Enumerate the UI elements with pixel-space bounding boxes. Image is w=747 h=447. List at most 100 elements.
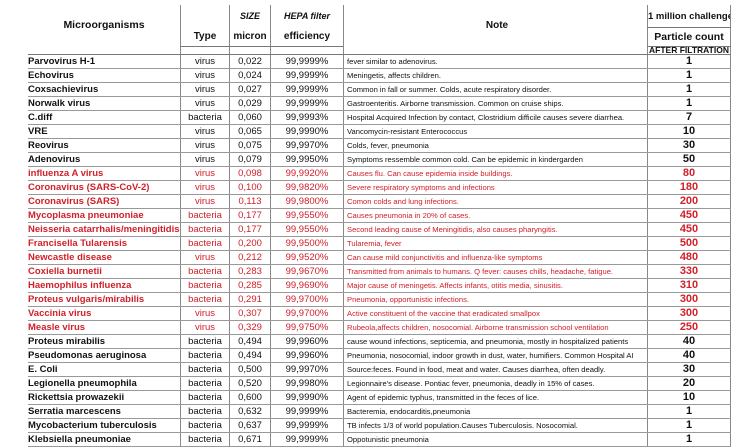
particle-count: 7 <box>647 110 731 125</box>
organism-note: Major cause of meningetis. Affects infan… <box>343 278 648 293</box>
hepa-efficiency: 99,9700% <box>270 306 344 321</box>
organism-name: Coxiella burnetii <box>28 264 181 279</box>
hepa-efficiency: 99,9670% <box>270 264 344 279</box>
particle-count: 1 <box>647 54 731 69</box>
organism-note: Active constituent of the vaccine that e… <box>343 306 648 321</box>
organism-size: 0,285 <box>229 278 271 293</box>
organism-size: 0,060 <box>229 110 271 125</box>
organism-name: Rickettsia prowazekii <box>28 390 181 405</box>
organism-name: Francisella Tularensis <box>28 236 181 251</box>
particle-count: 50 <box>647 152 731 167</box>
header-microorganisms: Microorganisms <box>63 19 145 32</box>
organism-note: Oppotunistic pneumonia <box>343 432 648 447</box>
organism-type: virus <box>180 138 230 153</box>
hepa-efficiency: 99,9990% <box>270 124 344 139</box>
table-row: Proteus mirabilis bacteria 0,494 99,9960% ca… <box>28 334 731 349</box>
organism-type: virus <box>180 250 230 265</box>
organism-size: 0,494 <box>229 334 271 349</box>
organism-name: Pseudomonas aeruginosa <box>28 348 181 363</box>
organism-name: Reovirus <box>28 138 181 153</box>
organism-type: bacteria <box>180 222 230 237</box>
particle-count: 40 <box>647 348 731 363</box>
organism-note: Pneumonia, opportunistic infections. <box>343 292 648 307</box>
header-efficiency: efficiency <box>270 27 344 47</box>
organism-type: bacteria <box>180 236 230 251</box>
hepa-efficiency: 99,9999% <box>270 404 344 419</box>
table-row: Serratia marcescens bacteria 0,632 99,9999%… <box>28 404 731 419</box>
hepa-efficiency: 99,9750% <box>270 320 344 335</box>
particle-count: 30 <box>647 138 731 153</box>
organism-type: bacteria <box>180 110 230 125</box>
organism-name: Neisseria catarrhalis/meningitidis <box>28 222 181 237</box>
hepa-efficiency: 99,9999% <box>270 432 344 447</box>
table-row: VRE virus 0,065 99,9990% Vancomycin-resistan… <box>28 124 731 139</box>
header-challenge: 1 million challenge <box>647 5 731 28</box>
organism-type: virus <box>180 194 230 209</box>
header-hepa: HEPA filter <box>270 5 344 28</box>
organism-type: virus <box>180 152 230 167</box>
header-type: Type <box>180 27 230 47</box>
organism-name: Mycoplasma pneumoniae <box>28 208 181 223</box>
hepa-efficiency: 99,9993% <box>270 110 344 125</box>
organism-name: Proteus vulgaris/mirabilis <box>28 292 181 307</box>
organism-name: Adenovirus <box>28 152 181 167</box>
organism-type: bacteria <box>180 390 230 405</box>
organism-name: Coxsachievirus <box>28 82 181 97</box>
particle-count: 250 <box>647 320 731 335</box>
filtration-table: Microorganisms SIZE HEPA filter Note 1 m… <box>28 5 731 447</box>
organism-size: 0,100 <box>229 180 271 195</box>
table-row: Coxsachievirus virus 0,027 99,9999% Common i… <box>28 82 731 97</box>
organism-name: Measle virus <box>28 320 181 335</box>
organism-size: 0,075 <box>229 138 271 153</box>
hepa-efficiency: 99,9999% <box>270 54 344 69</box>
organism-size: 0,113 <box>229 194 271 209</box>
table-row: Newcastle disease virus 0,212 99,9520% Can c… <box>28 250 731 265</box>
organism-size: 0,632 <box>229 404 271 419</box>
hepa-efficiency: 99,9990% <box>270 390 344 405</box>
organism-name: Proteus mirabilis <box>28 334 181 349</box>
particle-count: 1 <box>647 404 731 419</box>
organism-size: 0,600 <box>229 390 271 405</box>
table-row: Norwalk virus virus 0,029 99,9999% Gastroent… <box>28 96 731 111</box>
organism-name: Norwalk virus <box>28 96 181 111</box>
hepa-efficiency: 99,9960% <box>270 348 344 363</box>
header-micron: micron <box>229 27 271 47</box>
particle-count: 300 <box>647 292 731 307</box>
organism-type: bacteria <box>180 432 230 447</box>
particle-count: 200 <box>647 194 731 209</box>
particle-count: 1 <box>647 96 731 111</box>
table-row: Coronavirus (SARS-CoV-2) virus 0,100 99,982… <box>28 180 731 195</box>
organism-size: 0,520 <box>229 376 271 391</box>
organism-type: virus <box>180 320 230 335</box>
particle-count: 40 <box>647 334 731 349</box>
particle-count: 1 <box>647 418 731 433</box>
organism-size: 0,098 <box>229 166 271 181</box>
organism-note: Comon colds and lung infections. <box>343 194 648 209</box>
hepa-efficiency: 99,9960% <box>270 334 344 349</box>
organism-size: 0,291 <box>229 292 271 307</box>
header-note: Note <box>343 5 648 47</box>
organism-size: 0,671 <box>229 432 271 447</box>
organism-note: Can cause mild conjunctivitis and influe… <box>343 250 648 265</box>
hepa-efficiency: 99,9550% <box>270 222 344 237</box>
organism-note: Tularemia, fever <box>343 236 648 251</box>
organism-note: Legionnaire's disease. Pontiac fever, pn… <box>343 376 648 391</box>
organism-size: 0,283 <box>229 264 271 279</box>
organism-name: Klebsiella pneumoniae <box>28 432 181 447</box>
particle-count: 480 <box>647 250 731 265</box>
table-row: Coronavirus (SARS) virus 0,113 99,9800% Como… <box>28 194 731 209</box>
organism-name: Coronavirus (SARS-CoV-2) <box>28 180 181 195</box>
organism-size: 0,329 <box>229 320 271 335</box>
organism-type: bacteria <box>180 292 230 307</box>
organism-type: bacteria <box>180 404 230 419</box>
table-row: Adenovirus virus 0,079 99,9950% Symptoms res… <box>28 152 731 167</box>
hepa-efficiency: 99,9500% <box>270 236 344 251</box>
organism-note: fever similar to adenovirus. <box>343 54 648 69</box>
hepa-efficiency: 99,9800% <box>270 194 344 209</box>
table-row: Coxiella burnetii bacteria 0,283 99,9670% Tr… <box>28 264 731 279</box>
organism-note: Gastroenteritis. Airborne transmission. … <box>343 96 648 111</box>
table-row: Rickettsia prowazekii bacteria 0,600 99,999… <box>28 390 731 405</box>
particle-count: 10 <box>647 390 731 405</box>
organism-name: Serratia marcescens <box>28 404 181 419</box>
table-row: Vaccinia virus virus 0,307 99,9700% Active c… <box>28 306 731 321</box>
